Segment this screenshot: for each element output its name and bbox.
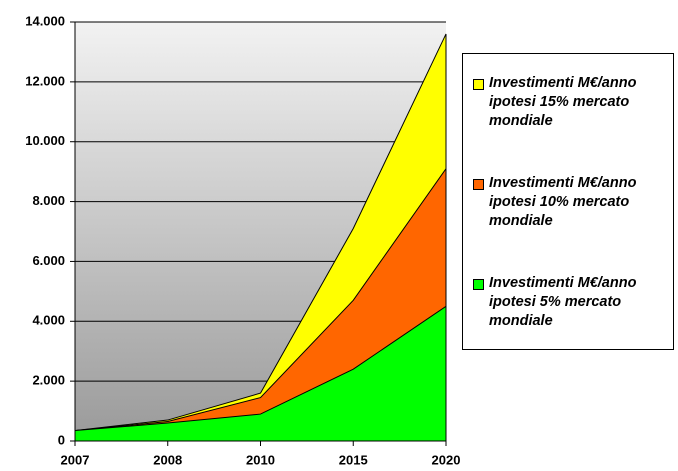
legend-label: Investimenti M€/anno ipotesi 10% mercato…: [489, 175, 637, 229]
legend-entry: Investimenti M€/anno ipotesi 10% mercato…: [471, 174, 667, 231]
y-tick-label: 10.000: [25, 133, 65, 148]
legend-swatch: [473, 279, 484, 290]
y-tick-label: 12.000: [25, 73, 65, 88]
x-tick-label: 2007: [61, 452, 90, 467]
y-tick-label: 4.000: [32, 313, 65, 328]
x-tick-label: 2010: [246, 452, 275, 467]
y-tick-label: 2.000: [32, 373, 65, 388]
x-tick-label: 2008: [153, 452, 182, 467]
legend-label: Investimenti M€/anno ipotesi 5% mercato …: [489, 275, 637, 329]
legend-label: Investimenti M€/anno ipotesi 15% mercato…: [489, 75, 637, 129]
y-tick-label: 6.000: [32, 253, 65, 268]
area: [74, 305, 447, 442]
legend-entry: Investimenti M€/anno ipotesi 15% mercato…: [471, 74, 667, 131]
x-tick-label: 2015: [339, 452, 368, 467]
x-tick-label: 2020: [432, 452, 461, 467]
legend-swatch: [473, 179, 484, 190]
legend-entry: Investimenti M€/anno ipotesi 5% mercato …: [471, 274, 667, 331]
legend-swatch: [473, 79, 484, 90]
y-tick-label: 14.000: [25, 13, 65, 28]
y-tick-label: 8.000: [32, 193, 65, 208]
legend: Investimenti M€/anno ipotesi 15% mercato…: [462, 53, 674, 350]
y-tick-label: 0: [58, 432, 65, 447]
